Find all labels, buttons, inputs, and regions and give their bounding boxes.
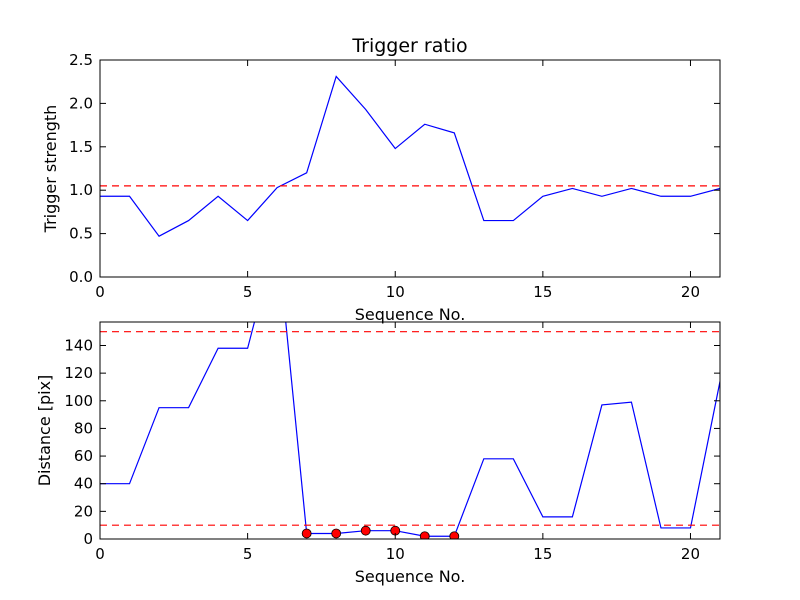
x-tick-label: 20: [681, 283, 700, 301]
chart-title: Trigger ratio: [351, 35, 467, 57]
data-point-marker: [449, 531, 460, 539]
data-point-marker: [360, 525, 371, 536]
y-tick-label: 140: [64, 336, 93, 354]
y-tick-label: 0.5: [69, 225, 93, 243]
y-tick-label: 20: [74, 502, 93, 520]
y-axis-label: Trigger strength: [41, 105, 60, 234]
trigger-ratio-panel: 0 5 10 15 20 0.0 0.5 1.0 1.5 2.0 2.5 Sequence No. Tr…: [41, 35, 721, 324]
x-axis-label: Sequence No.: [355, 567, 466, 586]
data-point-marker: [301, 528, 312, 539]
data-point-marker: [419, 531, 430, 539]
y-tick-label: 0.0: [69, 268, 93, 286]
y-tick-label: 2.5: [69, 51, 93, 69]
axes-frame: [99, 59, 721, 278]
x-tick-label: 10: [386, 283, 405, 301]
x-tick-label: 5: [243, 545, 253, 563]
distance-panel: 0 5 10 15 20 0 20 40 60 80 100 120 140 Sequence No. Di…: [35, 321, 721, 586]
y-tick-label: 100: [64, 392, 93, 410]
x-tick-label: 0: [95, 283, 105, 301]
x-tick-label: 20: [681, 545, 700, 563]
x-tick-label: 10: [386, 545, 405, 563]
x-tick-label: 0: [95, 545, 105, 563]
plot-area: [100, 75, 720, 237]
data-point-marker: [331, 528, 342, 539]
y-tick-label: 60: [74, 447, 93, 465]
x-tick-label: 15: [533, 545, 552, 563]
axes-frame: [99, 321, 721, 540]
y-tick-label: 80: [74, 419, 93, 437]
series-line: [100, 75, 720, 237]
y-tick-label: 2.0: [69, 94, 93, 112]
plot-area: [100, 322, 720, 539]
y-tick-label: 0: [83, 530, 93, 548]
series-line: [100, 322, 720, 537]
y-axis-label: Distance [pix]: [35, 375, 54, 487]
y-tick-label: 40: [74, 475, 93, 493]
x-tick-label: 5: [243, 283, 253, 301]
x-axis-label: Sequence No.: [355, 305, 466, 324]
y-tick-label: 1.0: [69, 181, 93, 199]
x-tick-label: 15: [533, 283, 552, 301]
y-tick-label: 120: [64, 364, 93, 382]
y-tick-label: 1.5: [69, 138, 93, 156]
